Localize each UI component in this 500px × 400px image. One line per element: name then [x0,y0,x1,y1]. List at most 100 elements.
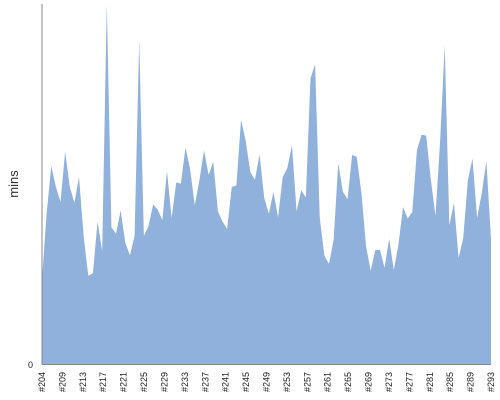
data-point[interactable] [147,225,150,228]
data-point[interactable] [156,208,159,211]
data-point[interactable] [170,217,173,220]
data-point[interactable] [448,224,451,227]
data-point[interactable] [457,257,460,260]
data-point[interactable] [411,210,414,213]
data-point[interactable] [480,192,483,195]
data-point[interactable] [119,209,122,212]
data-point[interactable] [179,182,182,185]
data-point[interactable] [45,212,48,215]
data-point[interactable] [323,254,326,257]
data-point[interactable] [193,204,196,207]
data-point[interactable] [425,134,428,137]
data-point[interactable] [54,185,57,188]
data-point[interactable] [443,44,446,47]
data-point[interactable] [341,190,344,193]
data-point[interactable] [142,234,145,237]
data-point[interactable] [216,210,219,213]
data-point[interactable] [207,173,210,176]
data-point[interactable] [452,201,455,204]
data-point[interactable] [77,176,80,179]
data-point[interactable] [286,167,289,170]
data-point[interactable] [471,157,474,160]
data-point[interactable] [165,169,168,172]
data-point[interactable] [249,171,252,174]
data-point[interactable] [202,149,205,152]
data-point[interactable] [332,239,335,242]
data-point[interactable] [244,139,247,142]
data-point[interactable] [59,200,62,203]
data-point[interactable] [327,262,330,265]
data-point[interactable] [175,181,178,184]
data-point[interactable] [128,254,131,257]
x-tick-label: #233 [180,372,190,392]
data-point[interactable] [489,237,492,240]
data-point[interactable] [226,227,229,230]
data-point[interactable] [314,63,317,66]
data-point[interactable] [267,212,270,215]
data-point[interactable] [82,235,85,238]
data-point[interactable] [438,140,441,143]
data-point[interactable] [221,220,224,223]
data-point[interactable] [337,162,340,165]
data-point[interactable] [212,160,215,163]
data-point[interactable] [68,185,71,188]
data-point[interactable] [462,236,465,239]
data-point[interactable] [253,178,256,181]
data-point[interactable] [485,159,488,162]
data-point[interactable] [295,210,298,213]
data-point[interactable] [383,266,386,269]
data-point[interactable] [476,217,479,220]
data-point[interactable] [151,203,154,206]
data-point[interactable] [304,196,307,199]
data-point[interactable] [263,196,266,199]
data-point[interactable] [378,248,381,251]
data-point[interactable] [401,205,404,208]
data-point[interactable] [101,250,104,253]
data-point[interactable] [290,144,293,147]
data-point[interactable] [230,185,233,188]
data-point[interactable] [360,191,363,194]
data-point[interactable] [110,226,113,229]
data-point[interactable] [434,214,437,217]
data-point[interactable] [105,2,108,5]
data-point[interactable] [138,38,141,41]
data-point[interactable] [50,164,53,167]
data-point[interactable] [429,178,432,181]
data-point[interactable] [374,249,377,252]
data-point[interactable] [392,268,395,271]
data-point[interactable] [415,149,418,152]
data-point[interactable] [239,118,242,121]
data-point[interactable] [420,133,423,136]
data-point[interactable] [397,243,400,246]
data-point[interactable] [198,179,201,182]
data-point[interactable] [133,234,136,237]
data-point[interactable] [318,216,321,219]
data-point[interactable] [369,269,372,272]
data-point[interactable] [64,150,67,153]
data-point[interactable] [272,190,275,193]
data-point[interactable] [258,153,261,156]
data-point[interactable] [300,189,303,192]
data-point[interactable] [355,155,358,158]
data-point[interactable] [124,241,127,244]
data-point[interactable] [235,184,238,187]
data-point[interactable] [364,244,367,247]
data-point[interactable] [114,232,117,235]
data-point[interactable] [189,168,192,171]
data-point[interactable] [281,176,284,179]
data-point[interactable] [276,216,279,219]
data-point[interactable] [73,201,76,204]
data-point[interactable] [388,237,391,240]
data-point[interactable] [346,198,349,201]
data-point[interactable] [161,219,164,222]
data-point[interactable] [96,220,99,223]
data-point[interactable] [406,217,409,220]
x-tick-label: #209 [57,372,67,392]
data-point[interactable] [351,153,354,156]
data-point[interactable] [91,272,94,275]
data-point[interactable] [184,146,187,149]
data-point[interactable] [309,77,312,80]
data-point[interactable] [466,179,469,182]
data-point[interactable] [87,274,90,277]
